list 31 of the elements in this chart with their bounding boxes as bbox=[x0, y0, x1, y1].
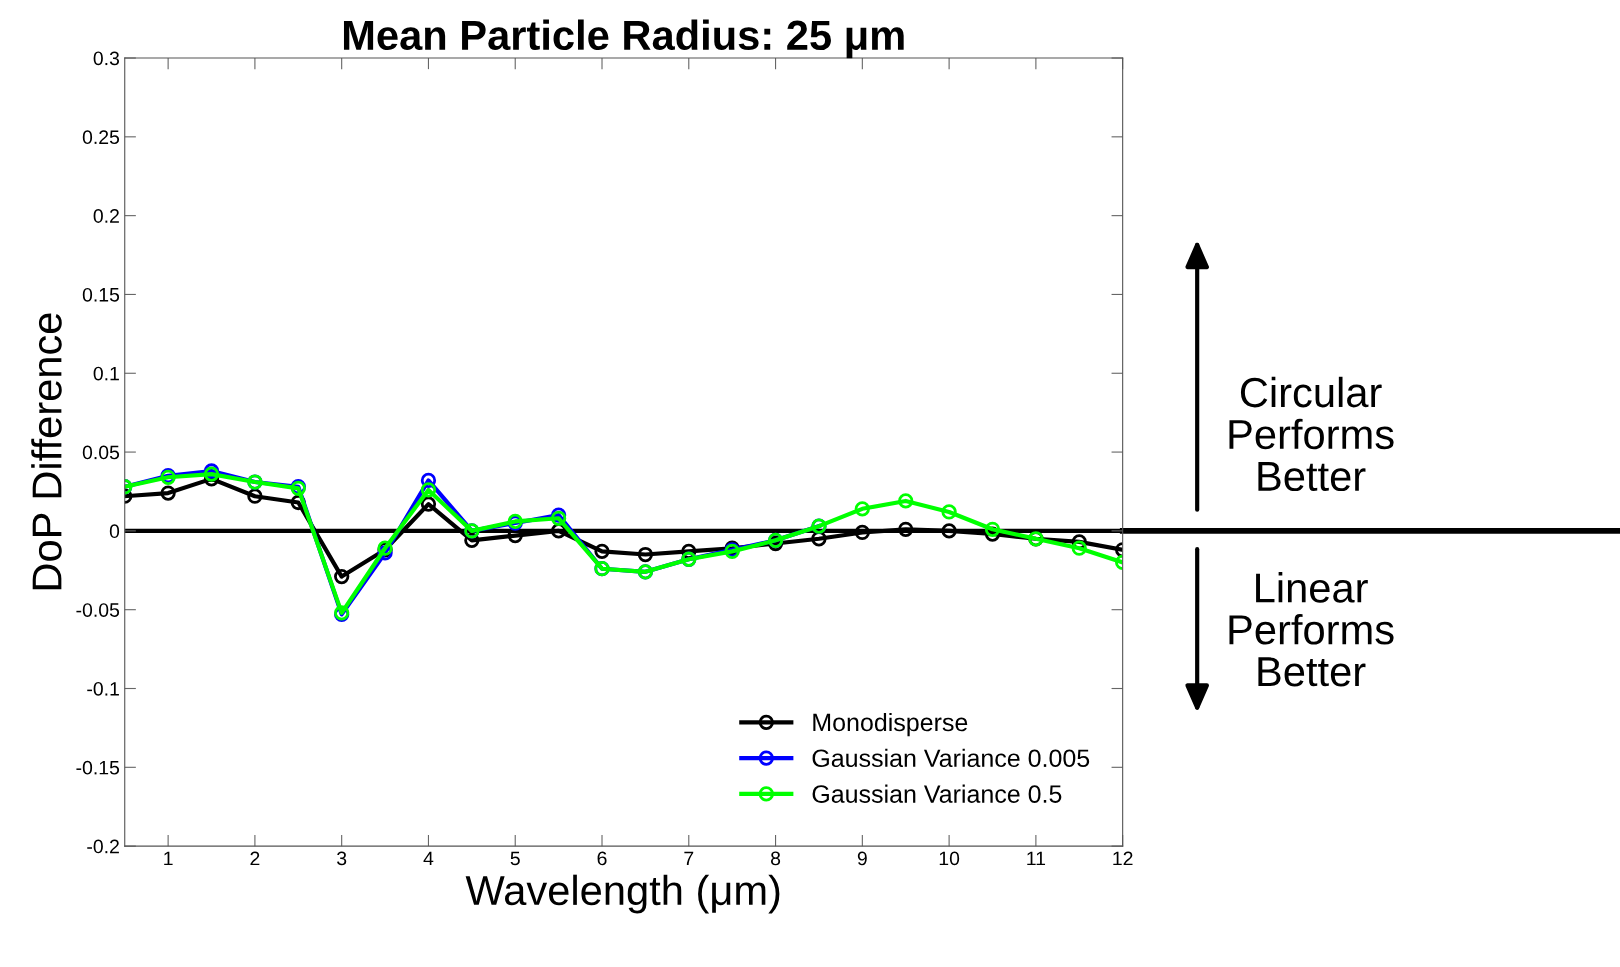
legend-label: Monodisperse bbox=[813, 712, 968, 737]
y-tick-label: 0.1 bbox=[93, 366, 119, 381]
text: Linear Performs Better bbox=[1229, 572, 1394, 687]
x-axis-title: Wavelength (μm) bbox=[465, 874, 780, 914]
x-tick-label: 3 bbox=[337, 851, 347, 866]
x-tick-label: 10 bbox=[939, 851, 960, 866]
x-tick-label: 2 bbox=[250, 851, 260, 866]
legend-label: Gaussian Variance 0.005 bbox=[812, 748, 1090, 768]
x-tick-label: 5 bbox=[510, 851, 520, 866]
text: Circular Performs Better bbox=[1229, 376, 1394, 492]
x-tick-label: 9 bbox=[857, 851, 867, 866]
y-tick-label: -0.2 bbox=[87, 839, 119, 854]
x-tick-label: 6 bbox=[597, 851, 607, 866]
y-tick-label: 0 bbox=[109, 524, 120, 539]
y-tick-label: -0.15 bbox=[76, 760, 120, 775]
x-tick-label: 8 bbox=[771, 851, 781, 866]
y-axis-title: DoP Difference bbox=[31, 313, 62, 590]
legend-label: Gaussian Variance 0.5 bbox=[812, 784, 1062, 803]
x-tick-label: 12 bbox=[1113, 851, 1133, 866]
y-tick-label: -0.05 bbox=[76, 603, 120, 617]
y-tick-label: 0.05 bbox=[82, 445, 120, 460]
y-tick-label: 0.2 bbox=[93, 209, 119, 223]
y-tick-label: 0.3 bbox=[93, 51, 120, 66]
x-tick-label: 7 bbox=[684, 851, 694, 866]
y-tick-label: -0.1 bbox=[87, 681, 119, 696]
x-tick-label: 11 bbox=[1027, 851, 1046, 866]
y-tick-label: 0.15 bbox=[82, 287, 120, 302]
x-tick-label: 1 bbox=[164, 851, 173, 866]
x-tick-label: 4 bbox=[423, 851, 434, 866]
y-tick-label: 0.25 bbox=[82, 130, 120, 145]
chart-title: Mean Particle Radius: 25 μm bbox=[343, 19, 904, 59]
